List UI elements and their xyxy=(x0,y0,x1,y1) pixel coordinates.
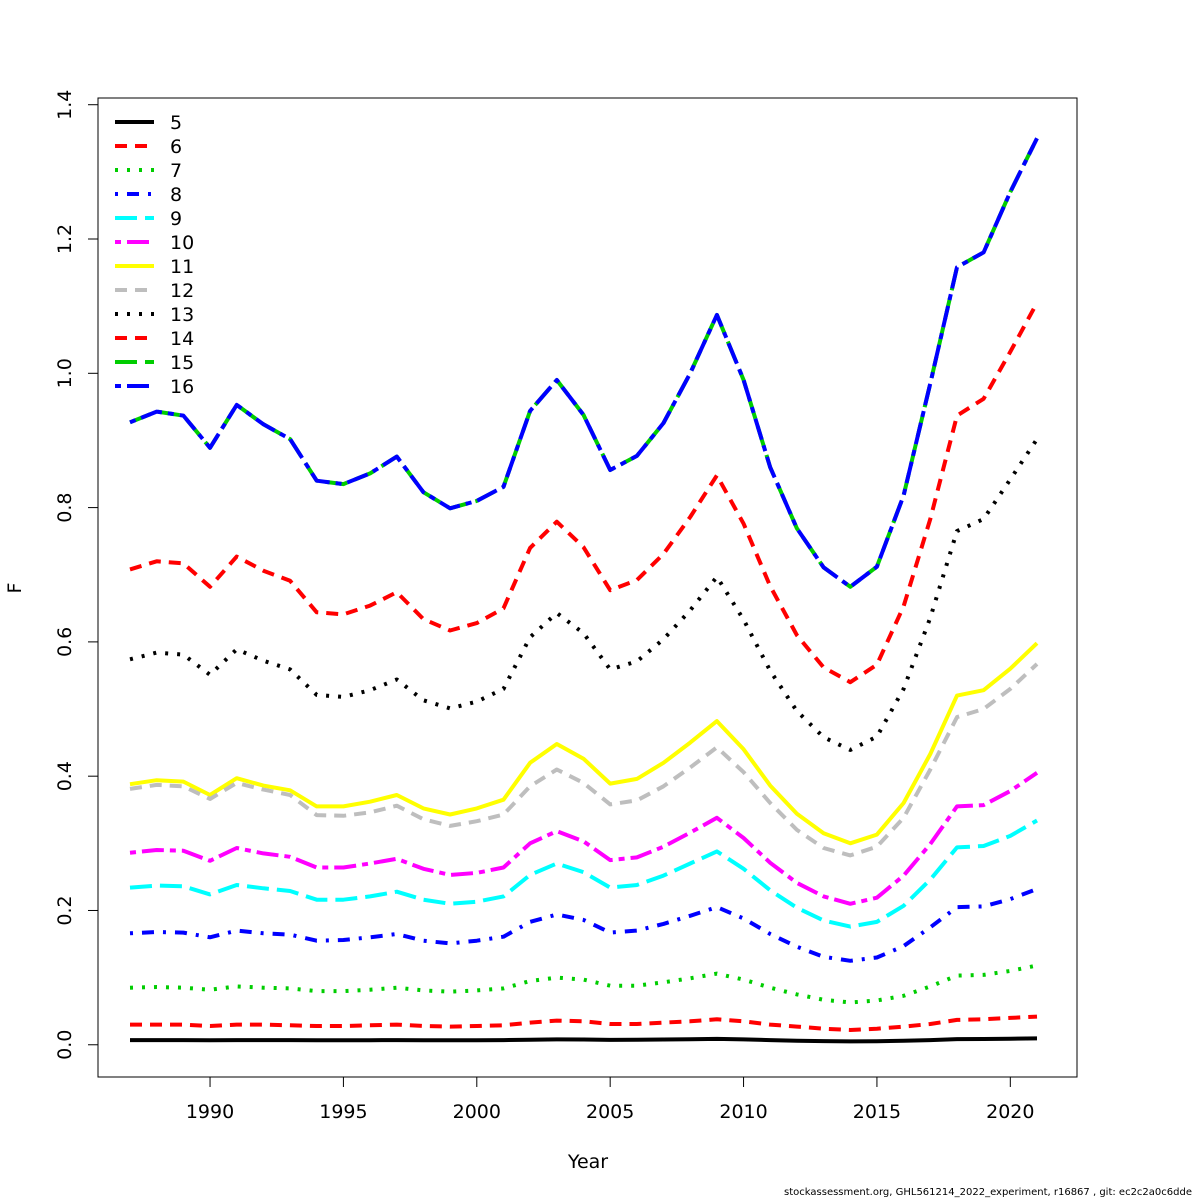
series-line-13 xyxy=(129,437,1039,752)
y-tick-label: 0.6 xyxy=(54,627,76,657)
y-axis: 0.0 0.2 0.4 0.6 0.8 1.0 1.2 1.4 xyxy=(54,90,99,1060)
legend-label-7: 7 xyxy=(170,160,182,182)
series-line-16 xyxy=(129,137,1039,589)
x-tick-label: 2010 xyxy=(719,1101,767,1123)
x-axis: 1990 1995 2000 2005 2010 2015 2020 xyxy=(186,1076,1034,1123)
x-tick-label: 2005 xyxy=(586,1101,634,1123)
legend-label-6: 6 xyxy=(170,136,182,158)
legend-label-14: 14 xyxy=(170,328,194,350)
series-line-9 xyxy=(129,818,1038,929)
series-line-14 xyxy=(129,301,1039,685)
series-line-5 xyxy=(130,1036,1038,1044)
x-tick-label: 2020 xyxy=(986,1101,1034,1123)
series-line-7 xyxy=(129,963,1038,1005)
x-tick-label: 1995 xyxy=(319,1101,367,1123)
y-tick-label: 1.4 xyxy=(54,90,76,120)
y-tick-label: 0.8 xyxy=(54,492,76,522)
legend-label-13: 13 xyxy=(170,304,194,326)
legend-label-11: 11 xyxy=(170,256,194,278)
legend-label-12: 12 xyxy=(170,280,194,302)
series-layer xyxy=(129,137,1039,1044)
x-tick-label: 1990 xyxy=(186,1101,234,1123)
series-line-10 xyxy=(129,771,1039,906)
y-tick-label: 0.4 xyxy=(54,761,76,791)
y-tick-label: 1.2 xyxy=(54,224,76,254)
y-tick-label: 0.0 xyxy=(54,1030,76,1060)
footer-credit: stockassessment.org, GHL561214_2022_expe… xyxy=(784,1187,1192,1198)
series-line-11 xyxy=(129,641,1039,846)
y-axis-label: F xyxy=(4,583,26,594)
series-line-15 xyxy=(129,137,1039,589)
legend-label-5: 5 xyxy=(170,112,182,134)
x-tick-label: 2000 xyxy=(453,1101,501,1123)
x-axis-label: Year xyxy=(567,1151,608,1173)
y-tick-label: 0.2 xyxy=(54,895,76,925)
series-line-12 xyxy=(129,662,1039,858)
legend-label-9: 9 xyxy=(170,208,182,230)
y-tick-label: 1.0 xyxy=(54,358,76,388)
series-line-6 xyxy=(130,1014,1038,1032)
x-tick-label: 2015 xyxy=(853,1101,901,1123)
legend-label-10: 10 xyxy=(170,232,194,254)
legend-label-16: 16 xyxy=(170,376,194,398)
legend-label-15: 15 xyxy=(170,352,194,374)
legend-label-8: 8 xyxy=(170,184,182,206)
series-line-8 xyxy=(129,887,1038,963)
